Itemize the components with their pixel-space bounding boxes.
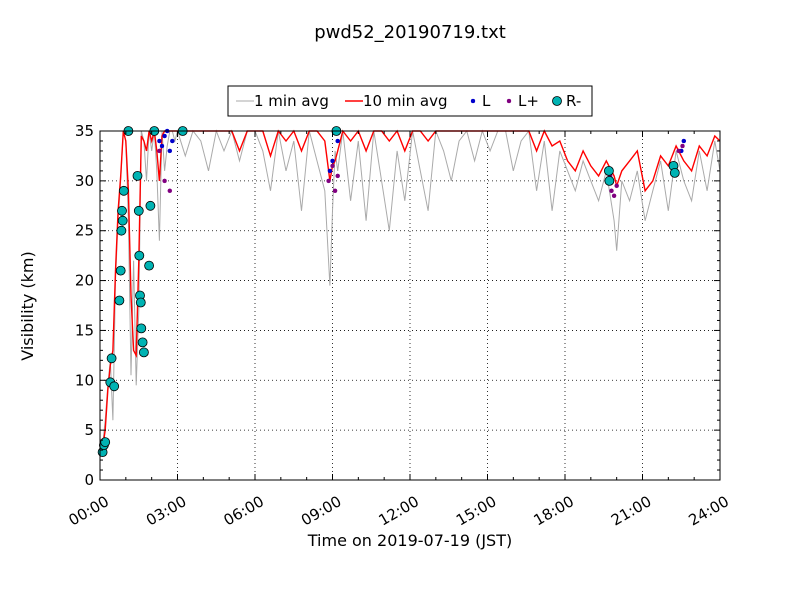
legend-label: 1 min avg [254,92,329,110]
series-point-r [116,225,127,236]
series-point-r [117,205,127,216]
series-point-r [106,353,117,364]
legend-box [227,85,593,117]
series-point-r [145,200,156,211]
series-point-r [137,337,148,348]
series-point-l [335,173,340,179]
series-point-l [332,188,338,194]
series-point-r [144,260,155,271]
series-point-r [114,295,125,306]
series-point-r [133,205,144,216]
series-line-10-min-avg [100,129,720,453]
series-point-r [115,265,126,276]
y-tick-label: 25 [75,222,94,240]
y-tick-label: 10 [75,371,94,389]
series-point-l [327,168,333,174]
series-point-r [117,215,128,226]
series-point-l [609,188,614,194]
series-line-1-min-avg [100,129,720,456]
series-point-l [159,143,165,149]
series-point-l [326,178,331,184]
x-tick-label: 24:00 [686,492,732,529]
y-axis-label: Visibility (km) [18,251,37,360]
y-tick-label: 20 [75,272,94,290]
series-point-r [604,165,614,176]
legend-label: 10 min avg [363,92,448,110]
legend-swatch [506,98,512,104]
series-point-l [162,178,167,184]
series-point-l [167,188,173,194]
x-tick-label: 00:00 [66,492,112,529]
x-tick-label: 15:00 [453,492,499,529]
series-point-l [330,158,335,164]
series-point-r [138,347,149,358]
x-tick-label: 21:00 [608,492,654,529]
marker-layer [97,126,687,458]
series-point-l [162,133,167,139]
series-point-l [157,148,162,154]
x-tick-label: 12:00 [376,492,422,529]
series-point-l [170,138,175,144]
series-point-r [136,323,147,334]
legend-swatch [470,98,476,104]
y-tick-label: 5 [84,421,94,439]
series-point-l [157,138,162,144]
legend-label: R- [566,92,581,110]
series-point-r [135,297,146,308]
legend-swatch [552,96,562,106]
y-tick-label: 30 [75,172,94,190]
series-point-r [134,250,145,261]
series-point-r [132,170,143,181]
y-tick-label: 15 [75,321,94,339]
series-point-l [681,138,687,144]
chart-title: pwd52_20190719.txt [314,22,506,43]
series-point-r [109,381,120,392]
series-point-l [167,148,173,154]
grid [100,131,720,480]
series-point-l [330,163,335,169]
series-point-l [614,183,619,189]
x-tick-label: 18:00 [531,492,577,529]
series-point-r [669,167,680,178]
legend-label: L+ [518,92,539,110]
series-layer [100,129,720,456]
series-point-r [604,175,615,186]
y-tick-label: 35 [75,122,94,140]
x-tick-label: 09:00 [298,492,344,529]
series-point-l [611,193,617,199]
series-point-r [118,185,129,196]
series-point-l [680,143,685,149]
y-tick-label: 0 [84,471,94,489]
series-point-l [676,148,681,154]
plot-area [100,131,720,480]
legend-label: L [482,92,491,110]
x-tick-label: 06:00 [221,492,267,529]
x-tick-label: 03:00 [143,492,189,529]
x-axis-label: Time on 2019-07-19 (JST) [307,531,512,550]
series-point-r [100,437,111,448]
series-point-l [335,138,340,144]
legend: 1 min avg 10 min avg L L+ R- [227,85,593,117]
